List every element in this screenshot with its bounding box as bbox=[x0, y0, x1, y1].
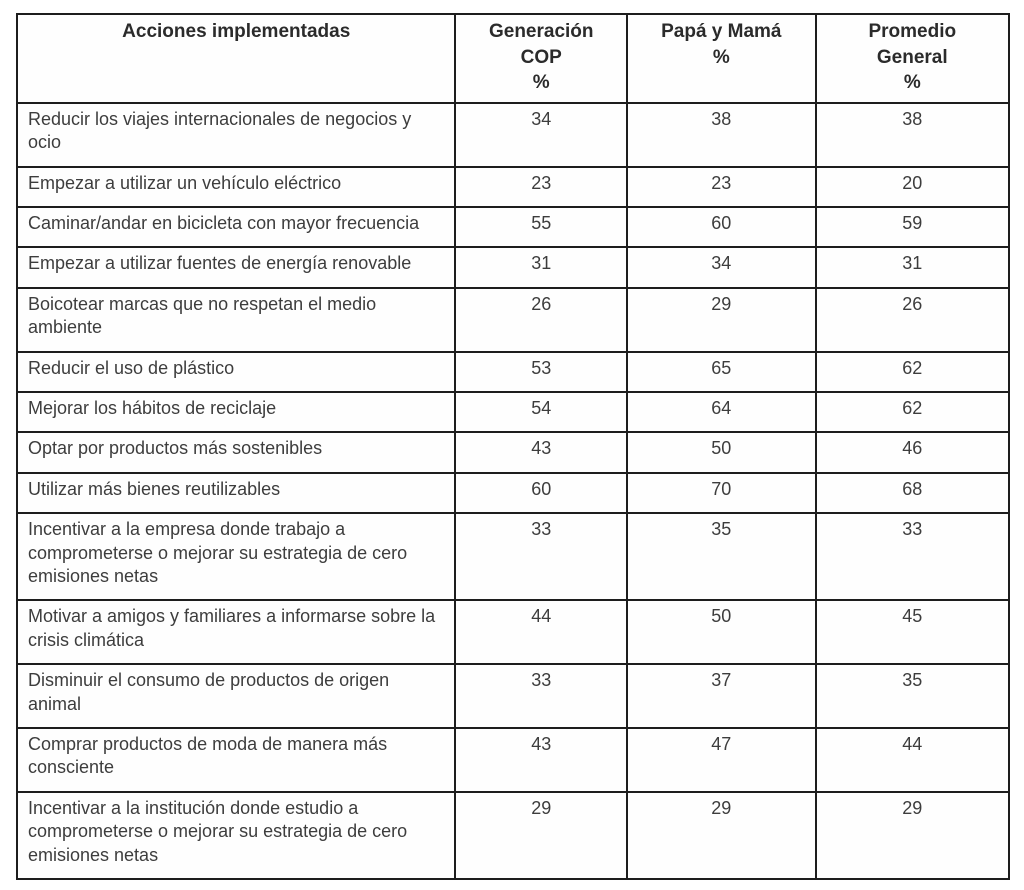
papa-y-mama-value-cell: 37 bbox=[626, 663, 817, 729]
table-body: Reducir los viajes internacionales de ne… bbox=[15, 101, 1011, 880]
action-cell: Motivar a amigos y familiares a informar… bbox=[15, 599, 457, 666]
action-cell: Comprar productos de moda de manera más … bbox=[15, 726, 457, 793]
table-row: Reducir el uso de plástico 53 65 62 bbox=[15, 350, 1011, 394]
header-row: Acciones implementadas Generación COP % … bbox=[15, 13, 1011, 104]
papa-y-mama-value-cell: 35 bbox=[626, 512, 817, 602]
header-promedio-general: Promedio General % bbox=[814, 13, 1011, 104]
papa-y-mama-value-cell: 60 bbox=[626, 206, 817, 249]
table-row: Comprar productos de moda de manera más … bbox=[15, 726, 1011, 793]
papa-y-mama-value-cell: 34 bbox=[626, 246, 817, 289]
generacion-cop-value-cell: 26 bbox=[454, 286, 629, 353]
generacion-cop-value-cell: 34 bbox=[454, 101, 629, 168]
papa-y-mama-value-cell: 29 bbox=[626, 790, 817, 880]
table-row: Incentivar a la institución donde estudi… bbox=[15, 790, 1011, 880]
generacion-cop-value-cell: 43 bbox=[454, 431, 629, 474]
papa-y-mama-value-cell: 47 bbox=[626, 726, 817, 793]
generacion-cop-value-cell: 33 bbox=[454, 663, 629, 729]
actions-table: Acciones implementadas Generación COP % … bbox=[15, 13, 1011, 880]
action-cell: Utilizar más bienes reutilizables bbox=[15, 471, 457, 515]
promedio-general-value-cell: 62 bbox=[814, 350, 1011, 394]
papa-y-mama-value-cell: 38 bbox=[626, 101, 817, 168]
table-row: Disminuir el consumo de productos de ori… bbox=[15, 663, 1011, 729]
table-row: Optar por productos más sostenibles 43 5… bbox=[15, 431, 1011, 474]
papa-y-mama-value-cell: 50 bbox=[626, 599, 817, 666]
promedio-general-value-cell: 26 bbox=[814, 286, 1011, 353]
table-row: Reducir los viajes internacionales de ne… bbox=[15, 101, 1011, 168]
generacion-cop-value-cell: 44 bbox=[454, 599, 629, 666]
papa-y-mama-value-cell: 65 bbox=[626, 350, 817, 394]
action-cell: Caminar/andar en bicicleta con mayor fre… bbox=[15, 206, 457, 249]
table-row: Utilizar más bienes reutilizables 60 70 … bbox=[15, 471, 1011, 515]
promedio-general-value-cell: 68 bbox=[814, 471, 1011, 515]
generacion-cop-value-cell: 29 bbox=[454, 790, 629, 880]
generacion-cop-value-cell: 60 bbox=[454, 471, 629, 515]
papa-y-mama-value-cell: 50 bbox=[626, 431, 817, 474]
action-cell: Boicotear marcas que no respetan el medi… bbox=[15, 286, 457, 353]
papa-y-mama-value-cell: 70 bbox=[626, 471, 817, 515]
papa-y-mama-value-cell: 64 bbox=[626, 391, 817, 434]
table-row: Empezar a utilizar un vehículo eléctrico… bbox=[15, 165, 1011, 209]
table-row: Incentivar a la empresa donde trabajo a … bbox=[15, 512, 1011, 602]
action-cell: Incentivar a la empresa donde trabajo a … bbox=[15, 512, 457, 602]
promedio-general-value-cell: 29 bbox=[814, 790, 1011, 880]
generacion-cop-value-cell: 31 bbox=[454, 246, 629, 289]
promedio-general-value-cell: 31 bbox=[814, 246, 1011, 289]
action-cell: Incentivar a la institución donde estudi… bbox=[15, 790, 457, 880]
promedio-general-value-cell: 35 bbox=[814, 663, 1011, 729]
papa-y-mama-value-cell: 23 bbox=[626, 165, 817, 209]
action-cell: Mejorar los hábitos de reciclaje bbox=[15, 391, 457, 434]
promedio-general-value-cell: 59 bbox=[814, 206, 1011, 249]
promedio-general-value-cell: 33 bbox=[814, 512, 1011, 602]
promedio-general-value-cell: 45 bbox=[814, 599, 1011, 666]
generacion-cop-value-cell: 55 bbox=[454, 206, 629, 249]
table-row: Motivar a amigos y familiares a informar… bbox=[15, 599, 1011, 666]
header-papa-y-mama: Papá y Mamá % bbox=[626, 13, 817, 104]
table-row: Boicotear marcas que no respetan el medi… bbox=[15, 286, 1011, 353]
promedio-general-value-cell: 46 bbox=[814, 431, 1011, 474]
action-cell: Reducir el uso de plástico bbox=[15, 350, 457, 394]
action-cell: Reducir los viajes internacionales de ne… bbox=[15, 101, 457, 168]
generacion-cop-value-cell: 43 bbox=[454, 726, 629, 793]
action-cell: Optar por productos más sostenibles bbox=[15, 431, 457, 474]
table-row: Empezar a utilizar fuentes de energía re… bbox=[15, 246, 1011, 289]
header-acciones-implementadas: Acciones implementadas bbox=[15, 13, 457, 104]
promedio-general-value-cell: 38 bbox=[814, 101, 1011, 168]
generacion-cop-value-cell: 53 bbox=[454, 350, 629, 394]
promedio-general-value-cell: 62 bbox=[814, 391, 1011, 434]
generacion-cop-value-cell: 23 bbox=[454, 165, 629, 209]
action-cell: Disminuir el consumo de productos de ori… bbox=[15, 663, 457, 729]
header-generacion-cop: Generación COP % bbox=[454, 13, 629, 104]
table-row: Mejorar los hábitos de reciclaje 54 64 6… bbox=[15, 391, 1011, 434]
promedio-general-value-cell: 20 bbox=[814, 165, 1011, 209]
action-cell: Empezar a utilizar fuentes de energía re… bbox=[15, 246, 457, 289]
action-cell: Empezar a utilizar un vehículo eléctrico bbox=[15, 165, 457, 209]
papa-y-mama-value-cell: 29 bbox=[626, 286, 817, 353]
table-row: Caminar/andar en bicicleta con mayor fre… bbox=[15, 206, 1011, 249]
generacion-cop-value-cell: 54 bbox=[454, 391, 629, 434]
promedio-general-value-cell: 44 bbox=[814, 726, 1011, 793]
generacion-cop-value-cell: 33 bbox=[454, 512, 629, 602]
